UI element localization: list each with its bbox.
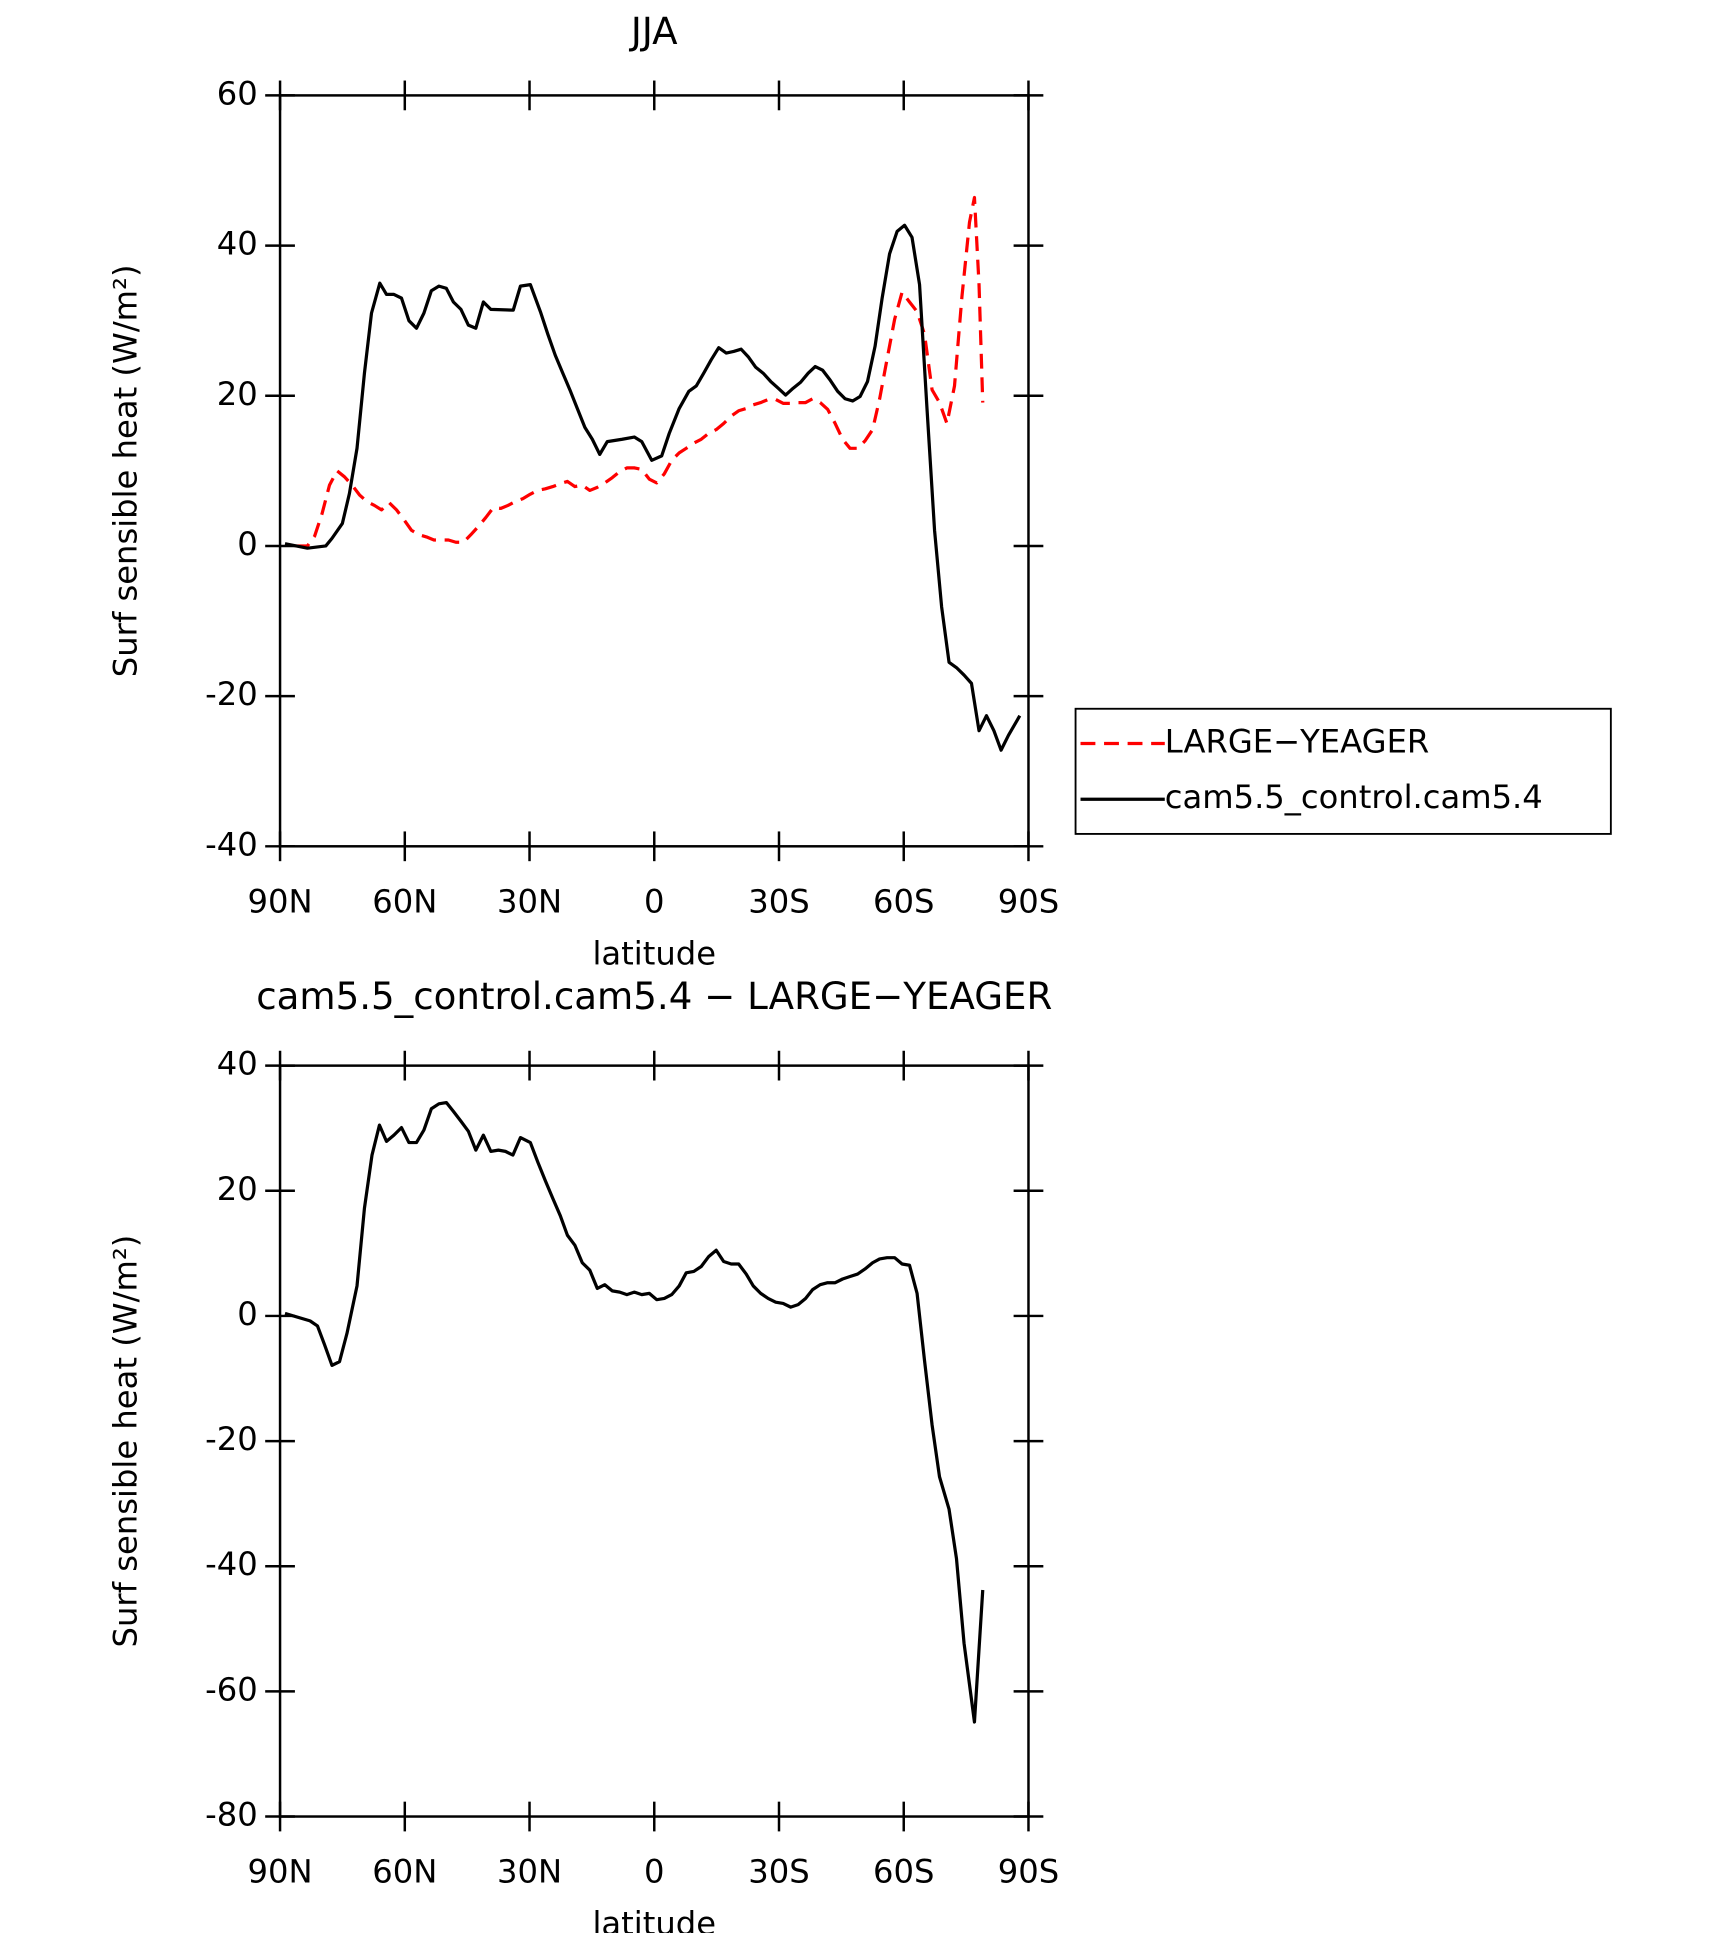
data-line: [295, 195, 985, 548]
x-tick-label: 90S: [998, 1853, 1059, 1891]
y-tick-label: 0: [237, 1295, 258, 1333]
x-tick-label: 90N: [248, 882, 313, 920]
x-tick-label: 60S: [873, 882, 934, 920]
x-tick-label: 90S: [998, 882, 1059, 920]
chart-title: JJA: [629, 9, 678, 53]
y-axis-label: Surf sensible heat (W/m²): [107, 1235, 145, 1648]
y-tick-label: 20: [217, 375, 258, 413]
x-tick-label: 60N: [372, 1853, 437, 1891]
y-tick-label: 40: [217, 225, 258, 263]
y-tick-label: -60: [205, 1670, 258, 1708]
y-tick-label: 40: [217, 1045, 258, 1083]
y-axis-label: Surf sensible heat (W/m²): [107, 264, 145, 677]
legend: LARGE−YEAGER cam5.5_control.cam5.4: [1074, 707, 1612, 835]
y-tick-label: -40: [205, 1545, 258, 1583]
y-tick-label: -80: [205, 1796, 258, 1834]
legend-label: cam5.5_control.cam5.4: [1165, 778, 1543, 816]
y-tick-label: -20: [205, 675, 258, 713]
y-tick-label: -20: [205, 1420, 258, 1458]
y-tick-label: 20: [217, 1170, 258, 1208]
plot-frame: [278, 94, 1030, 848]
chart-title: cam5.5_control.cam5.4 − LARGE−YEAGER: [256, 974, 1052, 1018]
x-tick-label: 90N: [248, 1853, 313, 1891]
data-line: [284, 1100, 985, 1724]
x-tick-label: 30S: [748, 1853, 809, 1891]
y-tick-label: 0: [237, 525, 258, 563]
x-tick-label: 30N: [497, 1853, 562, 1891]
y-tick-label: -40: [205, 825, 258, 863]
x-tick-label: 30S: [748, 882, 809, 920]
x-tick-label: 0: [644, 882, 665, 920]
x-axis-label: latitude: [592, 934, 716, 972]
data-line: [284, 223, 1022, 752]
plot-frame: [278, 1064, 1030, 1818]
legend-box: [1074, 707, 1612, 835]
x-axis-label: latitude: [592, 1905, 716, 1933]
x-tick-label: 30N: [497, 882, 562, 920]
legend-label: LARGE−YEAGER: [1165, 722, 1430, 760]
x-tick-label: 0: [644, 1853, 665, 1891]
x-tick-label: 60N: [372, 882, 437, 920]
y-tick-label: 60: [217, 74, 258, 112]
x-tick-label: 60S: [873, 1853, 934, 1891]
